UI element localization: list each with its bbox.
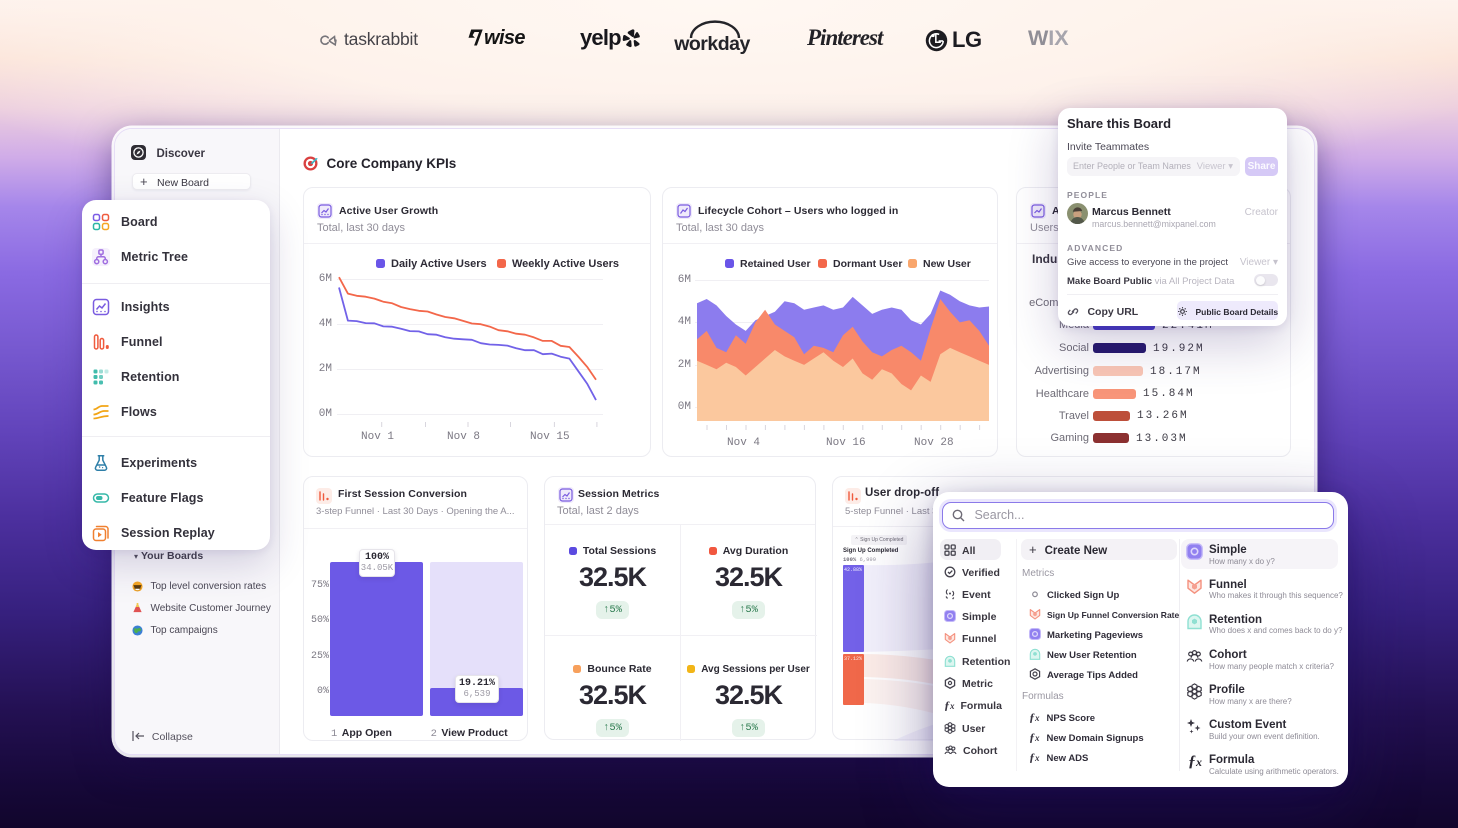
svg-text:workday: workday — [673, 33, 750, 54]
